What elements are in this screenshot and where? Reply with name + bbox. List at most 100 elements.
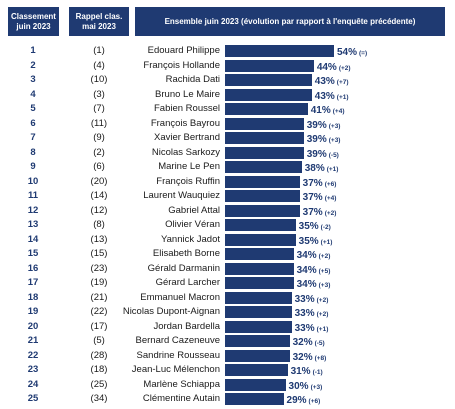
politician-name: Gérald Darmanin <box>147 262 220 274</box>
previous-rank: (3) <box>93 88 105 100</box>
rank-value: 16 <box>27 262 39 274</box>
score-change: (+2) <box>318 253 331 260</box>
score-label: 37% (+6) <box>303 175 337 192</box>
previous-rank: (28) <box>90 349 108 361</box>
rank-value: 21 <box>27 335 39 346</box>
score-change: (+4) <box>324 195 337 202</box>
politician-name: Nicolas Sarkozy <box>151 146 220 158</box>
previous-rank: (18) <box>90 364 108 375</box>
score-label: 32% (+8) <box>293 349 327 366</box>
previous-rank: (19) <box>90 277 108 288</box>
score-change: (+1) <box>326 166 339 173</box>
previous-rank: (20) <box>90 175 108 187</box>
score-label: 37% (+4) <box>303 189 337 206</box>
politician-name: Yannick Jadot <box>161 233 220 245</box>
score-percent: 37% <box>302 206 323 218</box>
header-prev-line2: mai 2023 <box>82 21 116 31</box>
politician-name: François Hollande <box>143 59 220 71</box>
score-percent: 34% <box>296 279 317 290</box>
table-row: 10 (20) François Ruffin 37% (+6) <box>0 175 455 189</box>
table-row: 20 (17) Jordan Bardella 33% (+1) <box>0 320 455 334</box>
score-percent: 35% <box>298 221 319 232</box>
score-label: 33% (+2) <box>295 291 329 308</box>
previous-rank: (14) <box>90 190 108 201</box>
politician-name: Bruno Le Maire <box>155 88 220 100</box>
score-label: 35% (+1) <box>299 233 333 250</box>
score-change: (+5) <box>318 267 331 275</box>
score-percent: 37% <box>302 192 323 203</box>
score-change: (=) <box>359 50 368 57</box>
previous-rank: (15) <box>90 248 108 259</box>
score-percent: 41% <box>310 105 331 116</box>
rank-value: 11 <box>27 190 39 201</box>
table-row: 21 (5) Bernard Cazeneuve 32% (-5) <box>0 334 455 348</box>
score-bar <box>225 393 284 405</box>
score-change: (+8) <box>314 354 327 362</box>
score-percent: 39% <box>306 148 327 160</box>
previous-rank: (9) <box>93 132 105 143</box>
score-percent: 32% <box>292 337 313 348</box>
rank-value: 20 <box>27 320 39 332</box>
table-row: 25 (34) Clémentine Autain 29% (+6) <box>0 392 455 406</box>
previous-rank: (21) <box>90 291 108 303</box>
previous-rank: (5) <box>93 335 105 346</box>
score-label: 31% (-1) <box>291 363 323 380</box>
score-change: (-5) <box>314 340 325 347</box>
score-percent: 30% <box>288 380 309 392</box>
header-prev-line1: Rappel clas. <box>75 12 123 22</box>
politician-name: Jordan Bardella <box>153 320 220 332</box>
header-rank-may: Rappel clas. mai 2023 <box>69 7 129 36</box>
score-bar <box>225 117 304 130</box>
politician-name: François Bayrou <box>150 117 220 129</box>
table-row: 2 (4) François Hollande 44% (+2) <box>0 59 455 73</box>
score-label: 39% (+3) <box>307 117 341 134</box>
previous-rank: (6) <box>93 161 105 172</box>
rank-value: 6 <box>30 117 36 129</box>
score-percent: 38% <box>304 163 325 174</box>
score-change: (+1) <box>336 93 349 101</box>
score-percent: 43% <box>314 76 335 87</box>
score-change: (+7) <box>336 79 349 86</box>
table-row: 11 (14) Laurent Wauquiez 37% (+4) <box>0 189 455 203</box>
rank-value: 10 <box>27 175 39 187</box>
score-bar <box>225 378 286 391</box>
rank-value: 5 <box>30 103 36 114</box>
score-percent: 35% <box>298 235 319 247</box>
politician-name: Elisabeth Borne <box>152 248 220 259</box>
table-row: 13 (8) Olivier Véran 35% (-2) <box>0 218 455 232</box>
score-bar <box>225 349 290 362</box>
score-bar <box>225 146 304 159</box>
score-percent: 43% <box>314 90 335 102</box>
header-rank-line1: Classement <box>11 12 56 22</box>
score-percent: 31% <box>290 366 311 377</box>
previous-rank: (11) <box>90 117 108 129</box>
score-bar <box>225 248 294 260</box>
previous-rank: (10) <box>90 74 108 85</box>
politician-name: Gérard Larcher <box>155 277 220 288</box>
score-change: (-1) <box>312 369 323 376</box>
score-label: 34% (+3) <box>297 276 331 293</box>
rank-value: 25 <box>27 393 39 404</box>
rank-value: 4 <box>30 88 36 100</box>
previous-rank: (7) <box>93 103 105 114</box>
score-change: (+3) <box>310 383 323 391</box>
rank-value: 9 <box>30 161 36 172</box>
score-label: 43% (+1) <box>315 88 349 105</box>
score-label: 29% (+6) <box>287 392 321 409</box>
score-label: 44% (+2) <box>317 59 351 76</box>
score-percent: 54% <box>337 47 358 58</box>
score-bar <box>225 277 294 289</box>
score-change: (+2) <box>316 296 329 304</box>
table-row: 6 (11) François Bayrou 39% (+3) <box>0 117 455 131</box>
score-label: 39% (+3) <box>307 131 341 148</box>
score-label: 54% (=) <box>337 44 367 61</box>
header-rank-line2: juin 2023 <box>16 21 51 31</box>
score-bar <box>225 88 312 101</box>
rank-value: 8 <box>30 146 36 158</box>
politician-name: Emmanuel Macron <box>140 291 220 303</box>
table-row: 4 (3) Bruno Le Maire 43% (+1) <box>0 88 455 102</box>
previous-rank: (13) <box>90 233 108 245</box>
score-change: (-2) <box>320 224 331 231</box>
politician-name: Fabien Roussel <box>153 103 220 114</box>
score-percent: 29% <box>286 395 307 406</box>
